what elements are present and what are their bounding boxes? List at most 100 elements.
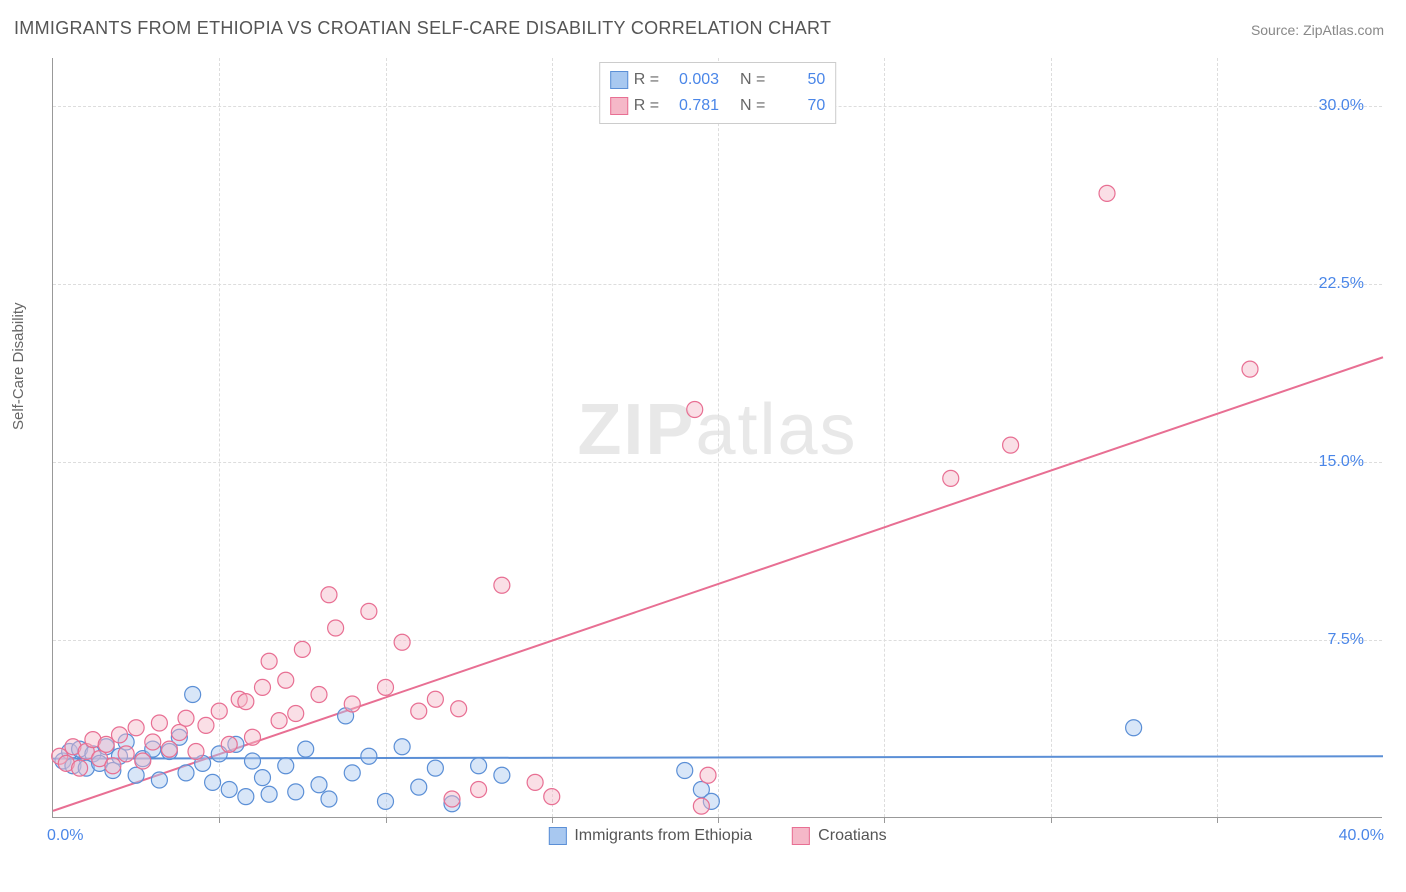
x-tick	[386, 817, 387, 823]
data-point-ethiopia	[178, 765, 194, 781]
legend-swatch	[792, 827, 810, 845]
stat-n-label: N =	[740, 93, 765, 119]
stat-n-label: N =	[740, 67, 765, 93]
data-point-croatians	[198, 717, 214, 733]
y-tick-label: 30.0%	[1319, 97, 1364, 115]
data-point-croatians	[311, 687, 327, 703]
data-point-ethiopia	[254, 770, 270, 786]
stat-n-value: 70	[771, 93, 825, 119]
data-point-croatians	[151, 715, 167, 731]
data-point-croatians	[245, 729, 261, 745]
legend-item: Croatians	[792, 827, 886, 845]
y-tick-label: 7.5%	[1328, 631, 1364, 649]
data-point-croatians	[221, 736, 237, 752]
data-point-croatians	[943, 470, 959, 486]
data-point-croatians	[444, 791, 460, 807]
data-point-croatians	[1242, 361, 1258, 377]
data-point-croatians	[112, 727, 128, 743]
correlation-stat-box: R =0.003 N =50R =0.781 N =70	[599, 62, 837, 124]
data-point-croatians	[527, 774, 543, 790]
scatter-svg	[53, 58, 1382, 817]
data-point-ethiopia	[278, 758, 294, 774]
stat-swatch	[610, 71, 628, 89]
x-min-label: 0.0%	[47, 827, 83, 845]
data-point-croatians	[378, 679, 394, 695]
data-point-croatians	[135, 753, 151, 769]
data-point-ethiopia	[427, 760, 443, 776]
data-point-croatians	[394, 634, 410, 650]
data-point-croatians	[687, 402, 703, 418]
data-point-croatians	[361, 603, 377, 619]
data-point-croatians	[427, 691, 443, 707]
chart-title: IMMIGRANTS FROM ETHIOPIA VS CROATIAN SEL…	[14, 18, 831, 39]
data-point-ethiopia	[288, 784, 304, 800]
data-point-ethiopia	[361, 748, 377, 764]
data-point-ethiopia	[151, 772, 167, 788]
data-point-ethiopia	[261, 786, 277, 802]
data-point-croatians	[145, 734, 161, 750]
data-point-ethiopia	[411, 779, 427, 795]
legend-swatch	[548, 827, 566, 845]
x-tick	[884, 817, 885, 823]
data-point-ethiopia	[321, 791, 337, 807]
stat-r-label: R =	[634, 67, 659, 93]
data-point-croatians	[700, 767, 716, 783]
data-point-ethiopia	[205, 774, 221, 790]
x-tick	[552, 817, 553, 823]
data-point-ethiopia	[238, 789, 254, 805]
data-point-ethiopia	[311, 777, 327, 793]
data-point-croatians	[471, 782, 487, 798]
x-tick	[718, 817, 719, 823]
data-point-ethiopia	[221, 782, 237, 798]
data-point-croatians	[128, 720, 144, 736]
data-point-ethiopia	[1126, 720, 1142, 736]
data-point-ethiopia	[245, 753, 261, 769]
data-point-croatians	[118, 746, 134, 762]
data-point-croatians	[171, 725, 187, 741]
data-point-croatians	[451, 701, 467, 717]
data-point-ethiopia	[298, 741, 314, 757]
data-point-croatians	[494, 577, 510, 593]
data-point-ethiopia	[471, 758, 487, 774]
chart-legend: Immigrants from Ethiopia Croatians	[548, 827, 886, 845]
data-point-ethiopia	[378, 793, 394, 809]
data-point-croatians	[105, 758, 121, 774]
data-point-croatians	[411, 703, 427, 719]
y-tick-label: 15.0%	[1319, 453, 1364, 471]
data-point-croatians	[321, 587, 337, 603]
data-point-croatians	[238, 694, 254, 710]
stat-r-label: R =	[634, 93, 659, 119]
stat-n-value: 50	[771, 67, 825, 93]
x-tick	[1051, 817, 1052, 823]
data-point-croatians	[344, 696, 360, 712]
y-axis-label: Self-Care Disability	[10, 302, 27, 430]
plot-area: ZIPatlas R =0.003 N =50R =0.781 N =70 0.…	[52, 58, 1382, 818]
source-attribution: Source: ZipAtlas.com	[1251, 22, 1384, 38]
data-point-croatians	[1099, 185, 1115, 201]
data-point-croatians	[161, 741, 177, 757]
x-max-label: 40.0%	[1339, 827, 1384, 845]
data-point-croatians	[188, 744, 204, 760]
stat-row-croatians: R =0.781 N =70	[610, 93, 826, 119]
data-point-croatians	[294, 641, 310, 657]
data-point-ethiopia	[494, 767, 510, 783]
stat-r-value: 0.003	[665, 67, 719, 93]
data-point-croatians	[288, 706, 304, 722]
data-point-ethiopia	[344, 765, 360, 781]
data-point-croatians	[693, 798, 709, 814]
data-point-croatians	[328, 620, 344, 636]
legend-item: Immigrants from Ethiopia	[548, 827, 752, 845]
data-point-ethiopia	[185, 687, 201, 703]
data-point-ethiopia	[394, 739, 410, 755]
data-point-ethiopia	[677, 763, 693, 779]
data-point-croatians	[261, 653, 277, 669]
legend-label: Immigrants from Ethiopia	[574, 827, 752, 845]
data-point-croatians	[1003, 437, 1019, 453]
data-point-croatians	[278, 672, 294, 688]
data-point-croatians	[544, 789, 560, 805]
y-tick-label: 22.5%	[1319, 275, 1364, 293]
data-point-ethiopia	[128, 767, 144, 783]
data-point-croatians	[271, 713, 287, 729]
stat-swatch	[610, 97, 628, 115]
data-point-croatians	[178, 710, 194, 726]
